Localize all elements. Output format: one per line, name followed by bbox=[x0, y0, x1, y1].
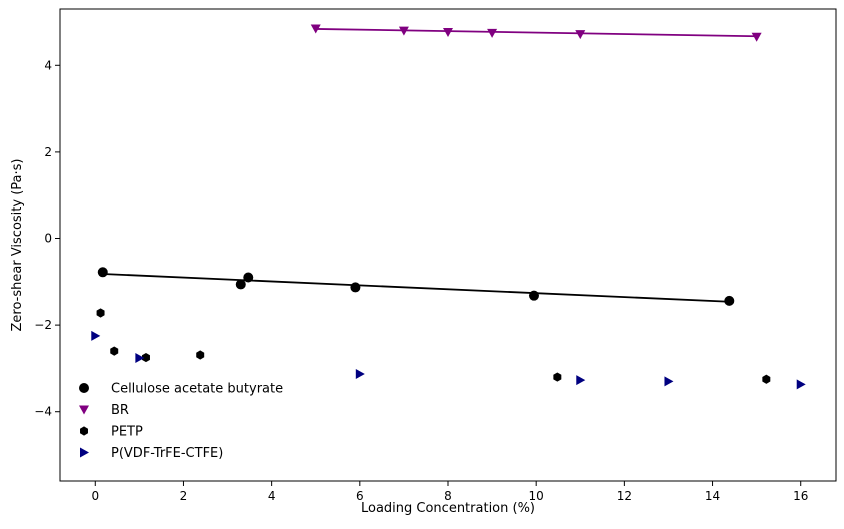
data-point-series-1 bbox=[443, 27, 453, 37]
data-point-series-1 bbox=[751, 32, 762, 42]
data-point-series-0 bbox=[235, 279, 246, 290]
data-points bbox=[91, 24, 806, 390]
plot-area bbox=[59, 8, 837, 482]
data-point-series-0 bbox=[724, 295, 735, 306]
x-tick-label: 6 bbox=[356, 489, 364, 503]
data-point-series-2 bbox=[110, 346, 119, 356]
data-point-series-3 bbox=[355, 369, 365, 380]
x-tick-label: 4 bbox=[268, 489, 276, 503]
data-point-series-0 bbox=[97, 267, 108, 278]
legend-label: BR bbox=[111, 403, 129, 418]
x-axis-label: Loading Concentration (%) bbox=[361, 501, 535, 516]
data-point-series-2 bbox=[196, 350, 205, 360]
fit-lines bbox=[102, 28, 757, 303]
data-point-series-2 bbox=[141, 352, 150, 363]
y-tick-label: 2 bbox=[44, 145, 52, 159]
data-point-series-3 bbox=[576, 375, 586, 386]
x-tick-label: 16 bbox=[793, 489, 808, 503]
data-point-series-0 bbox=[243, 272, 254, 283]
legend-marker bbox=[79, 383, 89, 393]
legend-label: P(VDF-TrFE-CTFE) bbox=[111, 446, 223, 461]
data-point-series-2 bbox=[96, 308, 105, 318]
y-axis-ticks: −4 −2 0 2 4 bbox=[34, 58, 60, 419]
legend-marker bbox=[80, 426, 88, 436]
y-axis-label: Zero-shear Viscosity (Pa·s) bbox=[10, 159, 25, 332]
data-point-series-1 bbox=[398, 26, 409, 36]
legend-marker bbox=[80, 447, 89, 458]
x-tick-label: 0 bbox=[91, 489, 99, 503]
y-tick-label: −2 bbox=[34, 318, 52, 332]
legend-label: Cellulose acetate butyrate bbox=[111, 382, 283, 397]
data-point-series-3 bbox=[796, 379, 806, 390]
legend-marker bbox=[79, 405, 89, 415]
data-point-series-1 bbox=[575, 30, 586, 40]
x-tick-label: 2 bbox=[180, 489, 188, 503]
y-tick-label: 4 bbox=[44, 58, 52, 72]
x-tick-label: 8 bbox=[444, 489, 452, 503]
data-point-series-3 bbox=[135, 353, 145, 364]
data-point-series-1 bbox=[487, 28, 498, 38]
data-point-series-1 bbox=[310, 24, 321, 34]
legend: Cellulose acetate butyrate BR PETP P(VDF-Tr… bbox=[79, 382, 283, 461]
x-axis-ticks: 0 2 4 6 8 10 12 14 16 bbox=[91, 481, 808, 503]
data-point-series-2 bbox=[553, 372, 562, 382]
x-tick-label: 12 bbox=[617, 489, 632, 503]
x-tick-label: 10 bbox=[529, 489, 544, 503]
data-point-series-0 bbox=[350, 282, 361, 293]
y-tick-label: 0 bbox=[44, 232, 52, 246]
fit-line-series-1 bbox=[315, 28, 757, 38]
legend-label: PETP bbox=[111, 425, 143, 440]
data-point-series-2 bbox=[762, 374, 771, 384]
y-tick-label: −4 bbox=[34, 405, 52, 419]
x-tick-label: 14 bbox=[705, 489, 720, 503]
data-point-series-0 bbox=[528, 290, 539, 301]
data-point-series-3 bbox=[664, 376, 674, 387]
fit-line-series-0 bbox=[102, 273, 730, 303]
data-point-series-3 bbox=[91, 330, 101, 341]
